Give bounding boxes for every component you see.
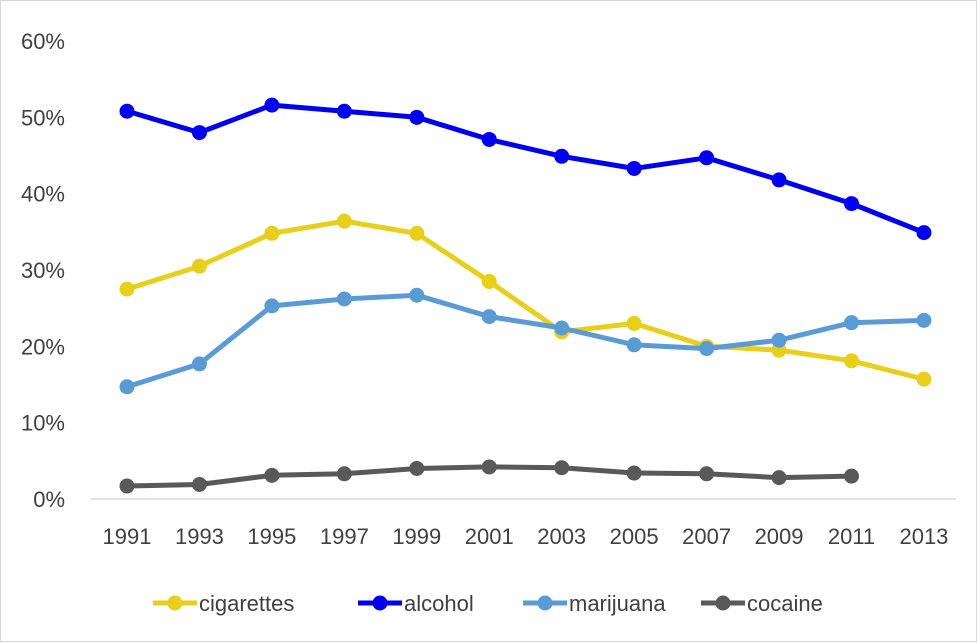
data-point-cocaine <box>699 466 715 482</box>
data-point-alcohol <box>336 103 352 119</box>
data-point-alcohol <box>554 148 570 164</box>
x-tick-label: 2009 <box>755 524 804 549</box>
data-point-cocaine <box>771 470 787 486</box>
series-alcohol <box>119 97 932 241</box>
data-point-alcohol <box>626 160 642 176</box>
data-point-cocaine <box>119 478 135 494</box>
data-point-alcohol <box>481 131 497 147</box>
data-point-cigarettes <box>844 353 859 369</box>
data-point-alcohol <box>409 109 425 125</box>
legend-item-marijuana: marijuana <box>523 591 666 616</box>
data-point-marijuana <box>409 287 425 303</box>
x-tick-label: 2003 <box>537 524 586 549</box>
y-tick-label: 30% <box>21 258 65 283</box>
data-point-cigarettes <box>264 225 280 241</box>
data-point-cocaine <box>844 468 859 484</box>
data-point-marijuana <box>554 320 570 336</box>
data-point-marijuana <box>771 332 787 348</box>
x-axis: 1991 1993 1995 1997 1999 2001 2003 2005 2007 2009… <box>91 498 956 549</box>
series-line-alcohol <box>124 102 927 236</box>
x-tick-label: 1997 <box>320 524 369 549</box>
data-point-alcohol <box>771 172 787 188</box>
data-point-cigarettes <box>336 213 352 229</box>
legend-item-cocaine: cocaine <box>701 591 823 616</box>
legend-label: cigarettes <box>199 591 294 616</box>
data-point-marijuana <box>844 315 859 331</box>
legend-marker <box>715 595 731 611</box>
data-point-alcohol <box>191 125 207 141</box>
data-point-cigarettes <box>481 273 497 289</box>
y-tick-label: 0% <box>33 487 65 512</box>
legend-label: alcohol <box>404 591 474 616</box>
data-point-cigarettes <box>119 281 135 297</box>
data-point-cocaine <box>626 465 642 481</box>
data-point-cocaine <box>191 476 207 492</box>
x-tick-label: 1993 <box>175 524 224 549</box>
data-point-marijuana <box>119 379 135 395</box>
data-point-alcohol <box>264 97 280 113</box>
legend-label: marijuana <box>569 591 666 616</box>
legend-label: cocaine <box>747 591 823 616</box>
data-point-marijuana <box>916 312 932 328</box>
x-tick-label: 1995 <box>247 524 296 549</box>
series-line-marijuana <box>124 292 927 390</box>
y-tick-label: 40% <box>21 182 65 207</box>
y-tick-label: 10% <box>21 411 65 436</box>
x-tick-label: 2001 <box>465 524 514 549</box>
x-tick-label: 2013 <box>899 524 948 549</box>
data-point-marijuana <box>336 291 352 307</box>
data-point-cocaine <box>336 466 352 482</box>
data-point-alcohol <box>699 150 715 166</box>
y-tick-label: 60% <box>21 29 65 54</box>
legend-item-cigarettes: cigarettes <box>153 591 294 616</box>
data-point-cocaine <box>409 460 425 476</box>
legend-marker <box>537 595 553 611</box>
y-tick-label: 50% <box>21 105 65 130</box>
data-point-cigarettes <box>409 225 425 241</box>
data-point-cigarettes <box>916 371 932 387</box>
x-tick-label: 1999 <box>392 524 441 549</box>
data-point-marijuana <box>264 298 280 314</box>
data-point-alcohol <box>916 225 932 241</box>
data-point-cigarettes <box>191 258 207 274</box>
legend-marker <box>167 595 183 611</box>
series-layer <box>119 97 932 494</box>
data-point-cocaine <box>264 467 280 483</box>
data-point-cocaine <box>554 460 570 476</box>
data-point-marijuana <box>699 341 715 357</box>
legend-item-alcohol: alcohol <box>358 591 474 616</box>
series-cocaine <box>119 459 859 494</box>
data-point-cocaine <box>481 459 497 475</box>
data-point-marijuana <box>191 356 207 372</box>
series-line-cigarettes <box>124 218 927 382</box>
series-cigarettes <box>119 213 932 387</box>
data-point-marijuana <box>626 337 642 353</box>
x-tick-label: 2005 <box>610 524 659 549</box>
data-point-alcohol <box>119 103 135 119</box>
y-tick-label: 20% <box>21 334 65 359</box>
x-tick-label: 1991 <box>103 524 152 549</box>
x-tick-label: 2011 <box>828 524 875 549</box>
legend-marker <box>372 595 388 611</box>
data-point-cigarettes <box>626 315 642 331</box>
data-point-alcohol <box>844 196 859 212</box>
legend: cigarettes alcohol marijuana cocaine <box>153 591 823 616</box>
data-point-marijuana <box>481 309 497 325</box>
y-axis: 0% 10% 20% 30% 40% 50% 60% <box>21 29 65 512</box>
series-marijuana <box>119 287 932 395</box>
x-tick-label: 2007 <box>682 524 731 549</box>
